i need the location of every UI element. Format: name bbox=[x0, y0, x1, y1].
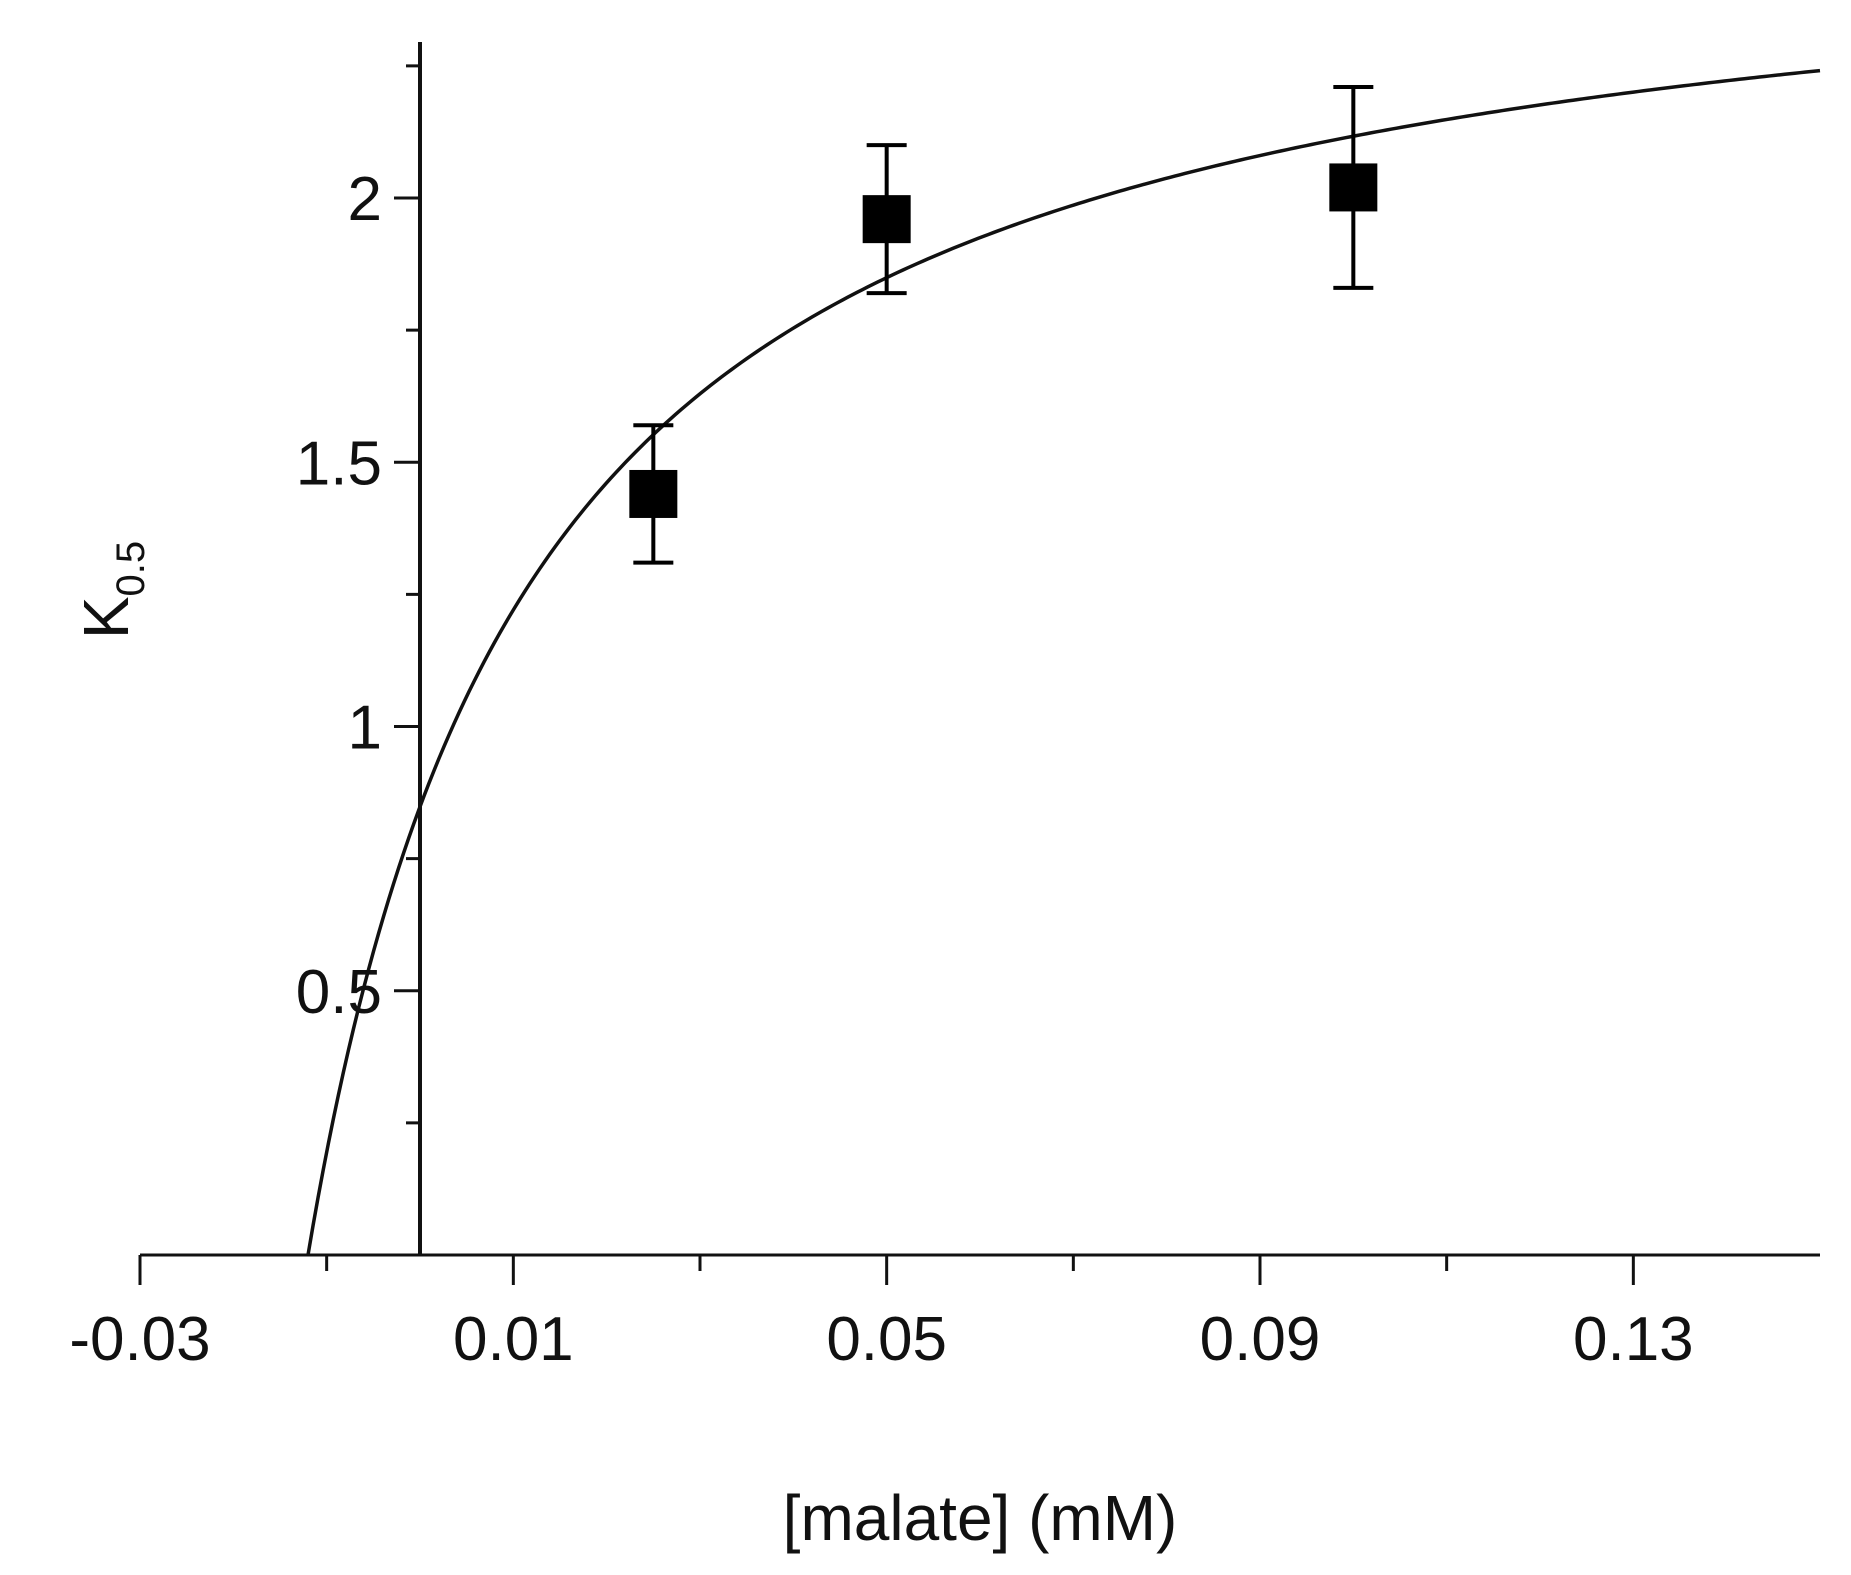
x-tick-label: 0.09 bbox=[1200, 1305, 1321, 1374]
y-tick-label: 1 bbox=[348, 694, 382, 763]
fit-curve-group bbox=[306, 68, 1821, 1256]
x-tick-label: 0.13 bbox=[1573, 1305, 1694, 1374]
fit-curve bbox=[306, 68, 1821, 1256]
x-tick-label: 0.01 bbox=[453, 1305, 574, 1374]
y-axis-title-subscript: 0.5 bbox=[109, 541, 153, 597]
data-point bbox=[862, 195, 911, 244]
y-tick-label: 1.5 bbox=[296, 429, 382, 498]
x-tick-label: -0.03 bbox=[69, 1305, 210, 1374]
y-axis-title: K0.5 bbox=[70, 541, 153, 639]
data-point bbox=[629, 469, 678, 518]
y-axis-title-main: K bbox=[70, 596, 142, 639]
data-point bbox=[1329, 163, 1378, 212]
y-axis: 0.511.52 bbox=[296, 42, 422, 1255]
x-axis-title: [malate] (mM) bbox=[783, 1482, 1178, 1554]
data-points bbox=[629, 85, 1378, 565]
x-axis: -0.03 0.01 0.05 0.09 0.13 bbox=[69, 1253, 1820, 1374]
y-tick-label: 2 bbox=[348, 165, 382, 234]
x-tick-label: 0.05 bbox=[826, 1305, 947, 1374]
